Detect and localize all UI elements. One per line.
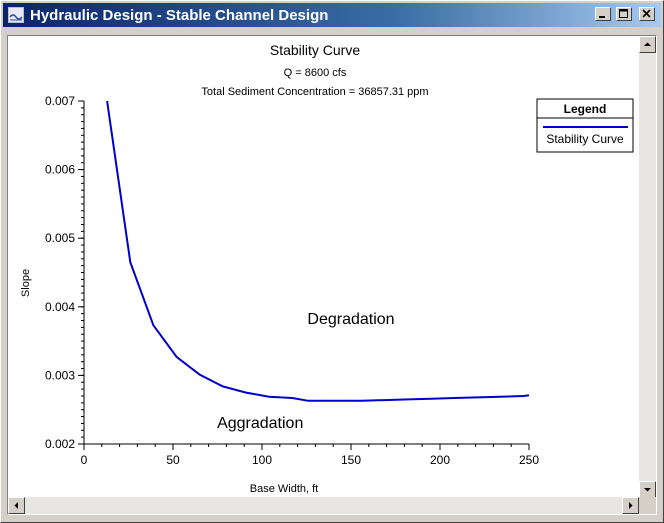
x-tick-label: 150 <box>341 453 361 467</box>
legend-item-stability-curve: Stability Curve <box>546 132 624 146</box>
maximize-icon <box>619 9 628 18</box>
legend: Legend Stability Curve <box>536 98 634 153</box>
x-axis-label: Base Width, ft <box>250 483 318 495</box>
y-tick-label: 0.006 <box>45 163 75 177</box>
scroll-corner <box>639 497 656 514</box>
horizontal-scrollbar[interactable] <box>8 497 639 514</box>
chart-area: Stability Curve Q = 8600 cfs Total Sedim… <box>8 36 639 498</box>
y-tick-label: 0.002 <box>45 437 75 451</box>
chart-subtitle: Q = 8600 cfs <box>284 67 347 79</box>
scroll-left-button[interactable] <box>8 497 25 514</box>
series-layer <box>106 100 530 402</box>
close-button[interactable] <box>639 7 655 21</box>
x-tick-label: 200 <box>430 453 450 467</box>
annotation-aggradation: Aggradation <box>217 415 303 432</box>
arrow-down-icon <box>644 488 651 492</box>
app-icon[interactable] <box>8 7 24 23</box>
y-tick-label: 0.005 <box>45 231 75 245</box>
annotations: Degradation Aggradation <box>217 311 395 432</box>
maximize-button[interactable] <box>616 7 632 21</box>
close-icon <box>642 9 651 18</box>
legend-title: Legend <box>564 102 607 116</box>
x-tick-label: 50 <box>166 453 180 467</box>
window-title: Hydraulic Design - Stable Channel Design <box>30 6 329 24</box>
arrow-right-icon <box>629 502 633 509</box>
y-tick-label: 0.004 <box>45 300 75 314</box>
arrow-up-icon <box>644 42 651 46</box>
minimize-button[interactable] <box>595 7 611 21</box>
scroll-up-button[interactable] <box>639 36 656 53</box>
chart-subtitle-2: Total Sediment Concentration = 36857.31 … <box>201 86 428 98</box>
title-bar[interactable]: Hydraulic Design - Stable Channel Design <box>3 3 661 27</box>
hydraulic-icon <box>9 14 23 21</box>
vertical-scrollbar[interactable] <box>639 36 656 498</box>
x-tick-label: 250 <box>519 453 539 467</box>
y-tick-label: 0.007 <box>45 94 75 108</box>
stability-chart: Stability Curve Q = 8600 cfs Total Sedim… <box>20 42 634 495</box>
scroll-down-button[interactable] <box>639 481 656 498</box>
series-line-stability-curve <box>106 100 530 402</box>
minimize-icon <box>599 16 605 18</box>
annotation-degradation: Degradation <box>307 311 394 328</box>
legend-box <box>536 98 634 153</box>
axes: 0.002 0.003 0.004 0.005 0.006 0.007 0 50 100 150 2… <box>45 94 539 467</box>
arrow-left-icon <box>14 502 18 509</box>
scroll-right-button[interactable] <box>622 497 639 514</box>
client-area: Stability Curve Q = 8600 cfs Total Sedim… <box>7 35 657 515</box>
x-tick-label: 0 <box>81 453 88 467</box>
x-tick-label: 100 <box>252 453 272 467</box>
chart-title: Stability Curve <box>270 42 360 58</box>
y-axis-label: Slope <box>20 269 32 297</box>
y-tick-label: 0.003 <box>45 368 75 382</box>
